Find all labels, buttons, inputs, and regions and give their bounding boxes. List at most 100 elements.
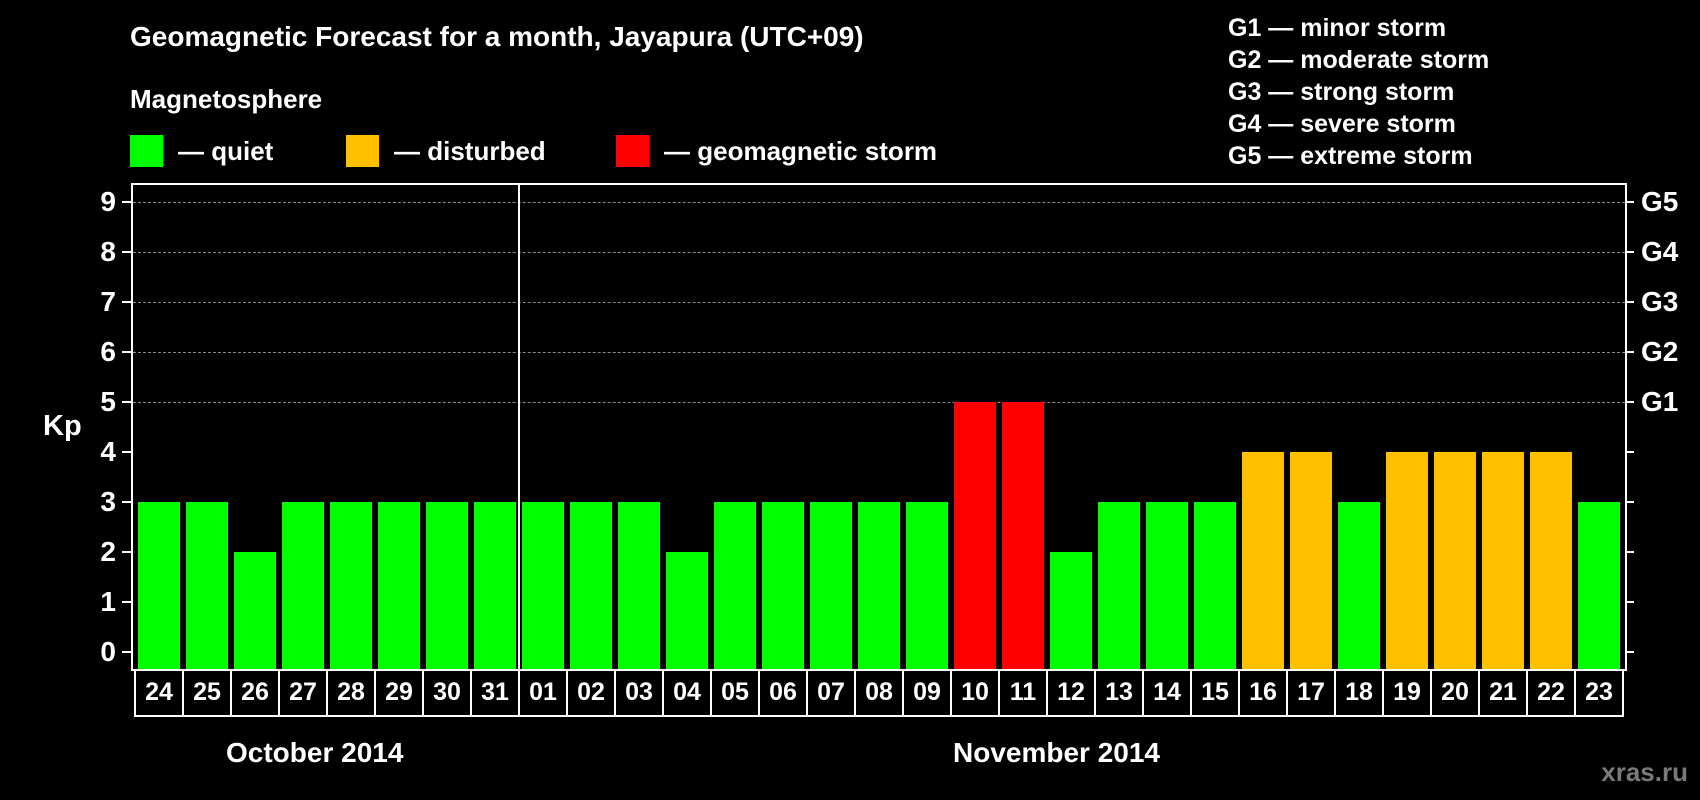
y-tick-right [1625, 351, 1634, 353]
kp-bar [330, 502, 372, 669]
date-label: 19 [1384, 669, 1432, 715]
kp-bar [282, 502, 324, 669]
y-tick [122, 251, 131, 253]
g-scale-label: G3 [1641, 286, 1679, 317]
month-label-november: November 2014 [953, 737, 1161, 768]
y-tick-label: 1 [100, 586, 116, 617]
y-tick-right [1625, 501, 1634, 503]
date-label: 27 [280, 669, 328, 715]
storm-scale-legend: G1 — minor storm G2 — moderate storm G3 … [1228, 12, 1489, 172]
y-tick [122, 451, 131, 453]
date-label: 28 [328, 669, 376, 715]
kp-bar [810, 502, 852, 669]
y-tick-label: 5 [100, 386, 116, 417]
kp-bar [1530, 452, 1572, 669]
date-label: 18 [1336, 669, 1384, 715]
date-label: 23 [1585, 678, 1613, 706]
date-label: 03 [616, 669, 664, 715]
kp-bar [1194, 502, 1236, 669]
kp-bar [1434, 452, 1476, 669]
y-tick-label: 9 [100, 186, 116, 217]
date-label: 22 [1528, 669, 1576, 715]
kp-bar [1386, 452, 1428, 669]
y-tick [122, 401, 131, 403]
storm-scale-g3: G3 — strong storm [1228, 78, 1455, 106]
date-label: 20 [1432, 669, 1480, 715]
kp-bar [954, 402, 996, 669]
kp-bar [378, 502, 420, 669]
kp-bar [1146, 502, 1188, 669]
kp-bar [1338, 502, 1380, 669]
kp-bar [138, 502, 180, 669]
kp-bar [714, 502, 756, 669]
legend-label-disturbed: — disturbed [394, 136, 546, 166]
kp-bar [474, 502, 516, 669]
kp-bar [1002, 402, 1044, 669]
kp-bar [234, 552, 276, 669]
chart-frame [131, 183, 1627, 671]
date-label: 25 [184, 669, 232, 715]
date-label: 15 [1192, 669, 1240, 715]
y-tick-right [1625, 651, 1634, 653]
g-scale-label: G4 [1641, 236, 1679, 267]
quiet-swatch-icon [130, 135, 163, 167]
legend-item-storm: — geomagnetic storm [616, 135, 937, 167]
g-scale-label: G5 [1641, 186, 1679, 217]
date-label: 17 [1288, 669, 1336, 715]
y-tick-right [1625, 401, 1634, 403]
y-tick [122, 601, 131, 603]
month-label-october: October 2014 [226, 737, 404, 768]
y-tick-label: 3 [100, 486, 116, 517]
date-label: 16 [1240, 669, 1288, 715]
y-tick [122, 651, 131, 653]
kp-bar [1578, 502, 1620, 669]
kp-bar [522, 502, 564, 669]
y-tick-label: 0 [100, 636, 116, 667]
date-label: 01 [520, 669, 568, 715]
y-tick-label: 4 [100, 436, 116, 467]
kp-bar [666, 552, 708, 669]
date-label: 13 [1096, 669, 1144, 715]
storm-scale-g4: G4 — severe storm [1228, 110, 1456, 138]
date-label: 09 [904, 669, 952, 715]
legend-item-quiet: — quiet [130, 135, 273, 167]
y-tick-right [1625, 451, 1634, 453]
chart-title: Geomagnetic Forecast for a month, Jayapu… [130, 21, 864, 52]
legend-label-storm: — geomagnetic storm [664, 136, 938, 166]
storm-scale-g1: G1 — minor storm [1228, 14, 1447, 42]
date-label: 06 [760, 669, 808, 715]
date-label: 08 [856, 669, 904, 715]
date-label: 07 [808, 669, 856, 715]
kp-bar [1290, 452, 1332, 669]
y-tick [122, 351, 131, 353]
kp-bar [426, 502, 468, 669]
kp-bar [1098, 502, 1140, 669]
date-label: 29 [376, 669, 424, 715]
date-label: 31 [472, 669, 520, 715]
disturbed-swatch-icon [346, 135, 379, 167]
storm-scale-g5: G5 — extreme storm [1228, 142, 1473, 170]
gridline [133, 302, 1625, 303]
month-divider [518, 183, 520, 669]
gridline [133, 202, 1625, 203]
kp-bar [186, 502, 228, 669]
gridline [133, 402, 1625, 403]
kp-bar [906, 502, 948, 669]
y-tick-right [1625, 301, 1634, 303]
section-title: Magnetosphere [130, 84, 323, 114]
y-tick-label: 8 [100, 236, 116, 267]
date-label: 10 [952, 669, 1000, 715]
date-label: 14 [1144, 669, 1192, 715]
kp-bar [570, 502, 612, 669]
legend-label-quiet: — quiet [178, 136, 274, 166]
date-label: 02 [568, 669, 616, 715]
date-label: 11 [1000, 669, 1048, 715]
date-label: 21 [1480, 669, 1528, 715]
y-axis-label: Kp [43, 410, 82, 442]
storm-swatch-icon [616, 135, 649, 167]
date-label: 04 [664, 669, 712, 715]
y-tick-label: 6 [100, 336, 116, 367]
y-tick-label: 7 [100, 286, 116, 317]
y-tick [122, 501, 131, 503]
y-tick-right [1625, 601, 1634, 603]
